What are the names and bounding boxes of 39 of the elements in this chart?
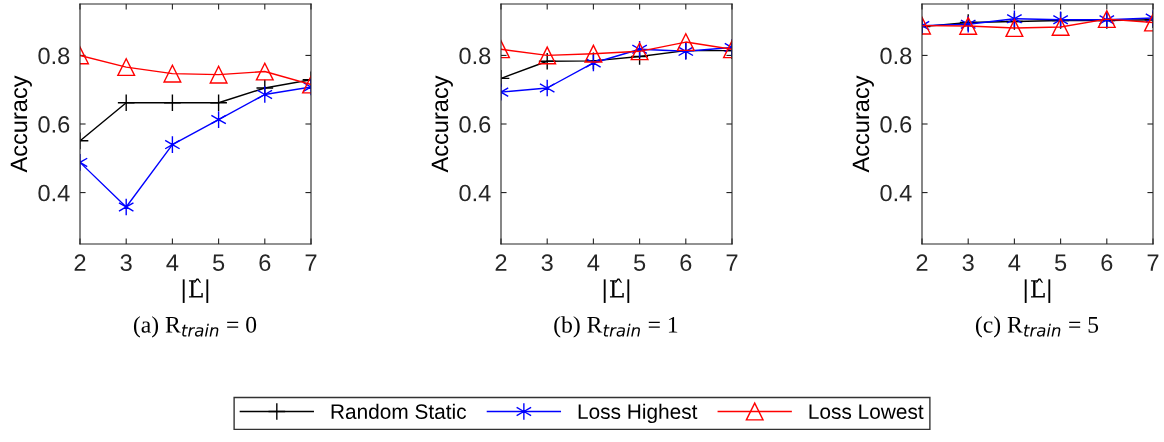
x-tick-label: 3 bbox=[541, 254, 553, 272]
y-tick-label: 0.6 bbox=[880, 116, 912, 133]
legend-label: Loss Lowest bbox=[809, 404, 924, 420]
x-tick-label: 4 bbox=[1008, 254, 1021, 271]
x-tick-label: 4 bbox=[166, 254, 179, 271]
y-axis-title: Accuracy bbox=[431, 75, 453, 173]
x-tick-label: 5 bbox=[212, 254, 225, 272]
x-axis-title: |L̂| bbox=[1024, 278, 1051, 303]
x-tick-label: 2 bbox=[495, 254, 507, 271]
x-tick-label: 7 bbox=[726, 254, 738, 271]
y-tick-label: 0.8 bbox=[880, 47, 912, 65]
x-tick-label: 5 bbox=[633, 254, 646, 272]
legend-label: Random Static bbox=[331, 403, 467, 420]
y-axis-title: Accuracy bbox=[852, 75, 874, 173]
text: (c) R$_{train}$ = 5 bbox=[975, 316, 1099, 338]
x-tick-label: 2 bbox=[74, 254, 86, 271]
y-axis-title: Accuracy bbox=[10, 75, 32, 173]
x-tick-label: 6 bbox=[259, 254, 271, 272]
y-tick-label: 0.8 bbox=[459, 47, 491, 65]
x-axis-title: |L̂| bbox=[182, 278, 209, 303]
y-tick-label: 0.6 bbox=[38, 116, 70, 133]
x-tick-label: 6 bbox=[1101, 254, 1113, 272]
legend-label: Loss Highest bbox=[578, 403, 698, 424]
x-tick-label: 5 bbox=[1054, 254, 1067, 272]
x-tick-label: 7 bbox=[305, 254, 317, 271]
y-tick-label: 0.4 bbox=[38, 184, 70, 202]
y-tick-label: 0.6 bbox=[459, 116, 491, 133]
x-tick-label: 2 bbox=[916, 254, 928, 271]
x-axis-title: |L̂| bbox=[603, 278, 630, 303]
text: (b) R$_{train}$ = 1 bbox=[554, 316, 678, 338]
y-tick-label: 0.8 bbox=[38, 47, 70, 65]
x-tick-label: 4 bbox=[587, 254, 600, 271]
x-tick-label: 3 bbox=[962, 254, 974, 272]
x-tick-label: 6 bbox=[680, 254, 692, 272]
y-tick-label: 0.4 bbox=[459, 184, 491, 202]
text: (a) R$_{train}$ = 0 bbox=[133, 316, 257, 338]
x-tick-label: 3 bbox=[120, 254, 132, 272]
x-tick-label: 7 bbox=[1147, 254, 1159, 271]
y-tick-label: 0.4 bbox=[880, 184, 912, 202]
